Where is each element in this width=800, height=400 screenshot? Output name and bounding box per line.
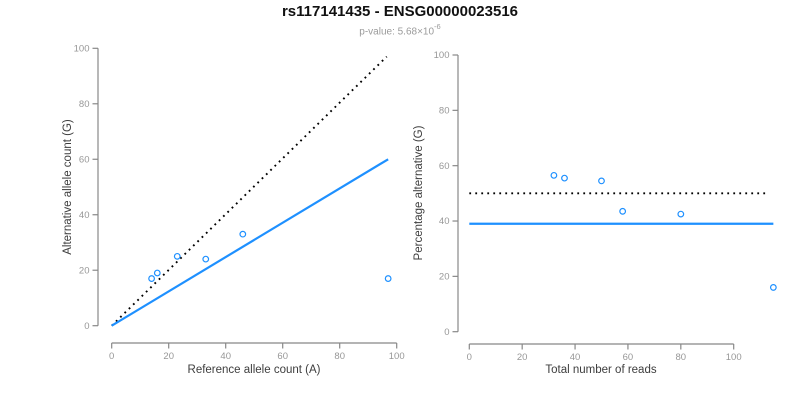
- figure-title: rs117141435 - ENSG00000023516: [281, 3, 519, 20]
- identity-line: [111, 55, 388, 327]
- x-tick-label: 0: [109, 351, 114, 362]
- y-tick-label: 60: [439, 161, 450, 172]
- data-point: [148, 275, 156, 282]
- left-x-axis: 0 20 40 60 80 100: [109, 342, 405, 362]
- right-yaxis-title: Percentage alternative (G): [413, 125, 425, 261]
- right-y-axis: 0 20 40 60 80 100: [434, 50, 459, 338]
- y-tick-label: 100: [434, 50, 450, 61]
- left-xaxis-title: Reference allele count (A): [187, 364, 321, 376]
- x-tick-label: 40: [220, 351, 231, 362]
- data-point: [561, 174, 568, 182]
- data-point: [677, 210, 685, 218]
- x-tick-label: 60: [277, 351, 288, 362]
- y-tick-label: 20: [439, 272, 450, 283]
- y-tick-label: 80: [79, 99, 90, 110]
- data-point: [173, 252, 181, 260]
- y-tick-label: 40: [79, 210, 90, 221]
- data-point: [619, 207, 627, 215]
- data-point: [598, 177, 605, 185]
- data-point: [153, 269, 161, 277]
- left-plot: 0 20 40 60 80 100 0 20 40 60 80 100: [74, 44, 405, 363]
- right-plot: 0 20 40 60 80 100 0 20 40 60 80 100: [434, 50, 777, 363]
- y-tick-label: 60: [79, 154, 90, 165]
- y-tick-label: 40: [439, 216, 450, 227]
- regression-line: [111, 158, 389, 327]
- y-tick-label: 0: [444, 327, 449, 338]
- right-xaxis-title: Total number of reads: [545, 364, 657, 376]
- right-x-axis: 0 20 40 60 80 100: [467, 343, 742, 363]
- data-point: [384, 275, 392, 282]
- y-tick-label: 80: [439, 106, 450, 117]
- x-tick-label: 40: [570, 352, 581, 363]
- pvalue-exponent: -6: [434, 22, 441, 31]
- data-point: [239, 230, 247, 238]
- x-tick-label: 20: [163, 351, 174, 362]
- x-tick-label: 100: [726, 352, 742, 363]
- x-tick-label: 100: [389, 351, 405, 362]
- x-tick-label: 20: [517, 352, 528, 363]
- data-point: [550, 171, 558, 179]
- y-tick-label: 100: [74, 44, 90, 55]
- x-tick-label: 60: [623, 352, 634, 363]
- x-tick-label: 0: [467, 352, 472, 363]
- data-point: [769, 284, 777, 291]
- right-points: [550, 171, 777, 291]
- left-points: [148, 230, 392, 282]
- pvalue-text: p-value: 5.68×10: [359, 26, 435, 38]
- x-tick-label: 80: [676, 352, 687, 363]
- data-point: [202, 255, 210, 263]
- left-y-axis: 0 20 40 60 80 100: [74, 44, 99, 332]
- figure-subtitle: p-value: 5.68×10-6: [0, 22, 800, 38]
- left-yaxis-title: Alternative allele count (G): [62, 119, 74, 255]
- y-tick-label: 0: [84, 321, 89, 332]
- y-tick-label: 20: [79, 265, 90, 276]
- x-tick-label: 80: [334, 351, 345, 362]
